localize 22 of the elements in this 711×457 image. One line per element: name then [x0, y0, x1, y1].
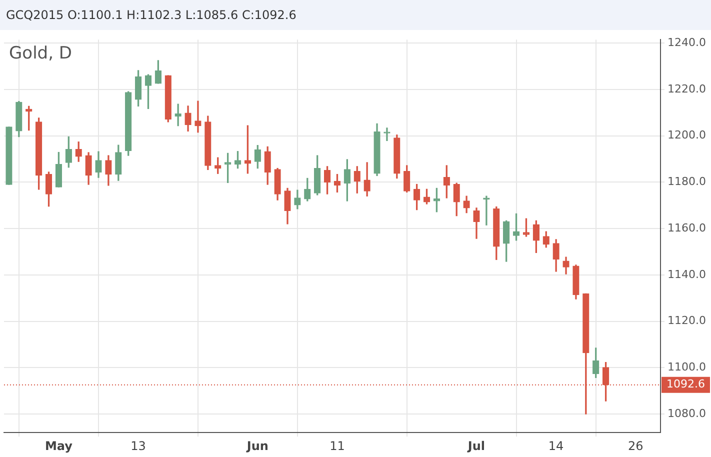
- ref-line-label: 1092.6: [666, 378, 706, 391]
- y-tick-label: 1160.0: [668, 221, 706, 234]
- y-tick-label: 1240.0: [668, 36, 706, 49]
- y-tick-label: 1120.0: [668, 314, 706, 328]
- x-tick-label: Jun: [246, 438, 268, 453]
- x-tick-label: 13: [130, 438, 146, 453]
- y-tick-label: 1100.0: [668, 360, 706, 374]
- y-tick-label: 1200.0: [668, 128, 706, 142]
- chart-subtitle: Gold, D: [9, 44, 72, 64]
- y-tick-label: 1180.0: [668, 175, 706, 188]
- y-tick-label: 1080.0: [668, 406, 706, 420]
- candlestick: [384, 128, 390, 142]
- candlestick: [194, 100, 202, 133]
- y-tick-label: 1220.0: [668, 82, 706, 96]
- x-tick-label: 14: [548, 438, 564, 453]
- x-tick-label: 26: [628, 438, 644, 453]
- chart-title: GCQ2015 O:1100.1 H:1102.3 L:1085.6 C:1092.6: [5, 7, 298, 24]
- x-tick-label: 11: [330, 438, 345, 453]
- y-tick-label: 1140.0: [668, 268, 706, 281]
- x-tick-label: Jul: [466, 438, 486, 453]
- candlestick: [174, 104, 182, 126]
- x-tick-label: May: [44, 438, 73, 453]
